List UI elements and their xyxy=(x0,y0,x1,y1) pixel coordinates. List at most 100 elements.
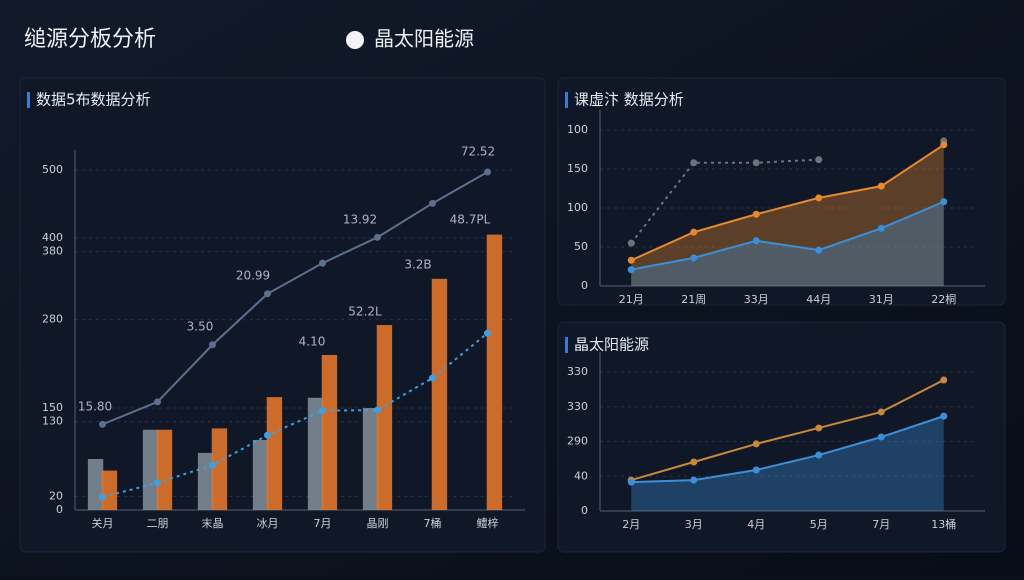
x-tick-label: 5月 xyxy=(810,518,828,531)
point xyxy=(940,412,948,420)
bar xyxy=(376,325,393,510)
annotation: 3.50 xyxy=(187,320,214,334)
point xyxy=(374,406,381,414)
area xyxy=(631,416,944,511)
y-tick-label: 50 xyxy=(574,240,588,253)
annotation: 13.92 xyxy=(343,213,377,227)
point xyxy=(752,237,760,245)
bar xyxy=(211,428,228,510)
x-tick-label: 4月 xyxy=(747,518,765,531)
y-tick-label: 500 xyxy=(42,163,63,176)
point xyxy=(209,461,216,469)
point xyxy=(154,479,161,487)
point xyxy=(99,420,106,428)
y-tick-label: 100 xyxy=(567,123,588,136)
x-tick-label: 晶刚 xyxy=(367,517,389,530)
line xyxy=(630,379,945,482)
point xyxy=(209,341,216,349)
x-tick-label: 21月 xyxy=(619,293,644,306)
point xyxy=(752,440,760,448)
line xyxy=(631,415,945,484)
bar xyxy=(142,429,159,510)
annotation: 15.80 xyxy=(78,400,112,414)
point xyxy=(940,141,948,149)
x-tick-label: 44月 xyxy=(806,293,831,306)
bar xyxy=(266,397,283,510)
bar xyxy=(431,278,448,510)
line xyxy=(102,171,488,426)
panel xyxy=(557,77,1006,306)
y-tick-label: 330 xyxy=(567,365,588,378)
point xyxy=(690,458,698,466)
point xyxy=(264,431,271,439)
point xyxy=(815,194,823,202)
annotation: 20.99 xyxy=(236,269,270,283)
x-tick-label: 13桶 xyxy=(931,517,956,531)
bar xyxy=(156,429,173,510)
annotation: 3.2B xyxy=(404,258,431,272)
x-tick-label: 二朋 xyxy=(147,517,169,530)
annotation: 52.2L xyxy=(348,305,382,319)
point xyxy=(99,493,106,501)
point xyxy=(877,182,885,190)
point xyxy=(752,210,760,218)
point xyxy=(690,159,698,167)
y-tick-label: 0 xyxy=(581,279,588,292)
x-tick-label: 关月 xyxy=(92,516,114,530)
x-tick-label: 7桶 xyxy=(424,516,442,530)
point xyxy=(374,233,381,241)
bar xyxy=(197,452,214,510)
point xyxy=(627,478,635,486)
bar xyxy=(486,234,503,510)
point xyxy=(815,424,823,432)
panel-title: 数据5布数据分析 xyxy=(36,91,151,109)
point xyxy=(690,254,698,262)
y-tick-label: 380 xyxy=(42,245,63,258)
bar xyxy=(362,408,379,510)
y-tick-label: 20 xyxy=(49,489,63,502)
bar xyxy=(321,354,338,510)
y-tick-label: 130 xyxy=(42,415,63,428)
annotation: 72.52 xyxy=(461,145,495,159)
point xyxy=(940,376,948,384)
brand: 晶太阳能源 xyxy=(374,27,474,51)
point xyxy=(815,246,823,254)
x-tick-label: 22桐 xyxy=(931,292,956,306)
point xyxy=(264,290,271,298)
point xyxy=(484,329,491,337)
sun-icon xyxy=(346,31,364,49)
point xyxy=(815,156,823,164)
point xyxy=(877,433,885,441)
x-tick-label: 33月 xyxy=(744,293,769,306)
x-tick-label: 鳢梓 xyxy=(477,516,499,530)
y-tick-label: 0 xyxy=(581,504,588,517)
area xyxy=(631,144,944,286)
bar xyxy=(101,470,118,510)
point xyxy=(690,228,698,236)
bar xyxy=(307,397,324,510)
title-accent xyxy=(565,92,568,108)
point xyxy=(319,407,326,415)
point xyxy=(877,408,885,416)
x-tick-label: 21周 xyxy=(681,293,706,306)
line xyxy=(102,332,489,499)
point xyxy=(815,451,823,459)
x-tick-label: 冰月 xyxy=(257,517,279,530)
y-tick-label: 100 xyxy=(567,201,588,214)
point xyxy=(154,398,161,406)
panel-title: 课虚汴 数据分析 xyxy=(574,91,684,109)
x-tick-label: 7月 xyxy=(314,517,332,530)
point xyxy=(627,239,635,247)
y-tick-label: 150 xyxy=(567,162,588,175)
y-tick-label: 40 xyxy=(574,469,588,482)
y-tick-label: 400 xyxy=(42,231,63,244)
y-tick-label: 0 xyxy=(56,503,63,516)
x-tick-label: 2月 xyxy=(622,518,640,531)
point xyxy=(940,198,948,206)
title-accent xyxy=(565,337,568,353)
point xyxy=(429,374,436,382)
title-accent xyxy=(27,92,30,108)
point xyxy=(484,168,491,176)
point xyxy=(627,266,635,274)
